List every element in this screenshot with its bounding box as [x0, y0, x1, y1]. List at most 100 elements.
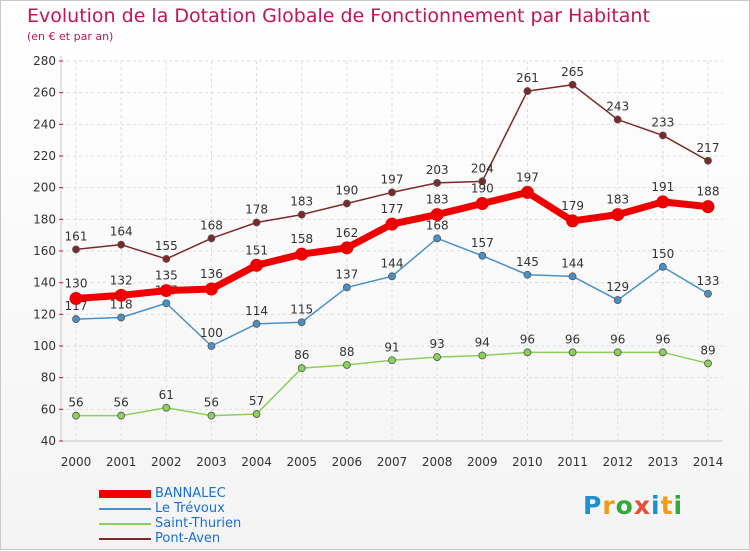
- y-tick-label-120: 120: [33, 307, 56, 321]
- point-saint-thurien-2005: [297, 364, 306, 373]
- x-tick-label-2009: 2009: [467, 455, 498, 469]
- point-pont-aven-2004: [252, 218, 261, 227]
- legend-label-bannalec: BANNALEC: [155, 486, 226, 501]
- data-label-bannalec-2013: 191: [651, 180, 674, 194]
- point-saint-thurien-2013: [658, 348, 667, 357]
- data-label-le-trevoux-2013: 150: [651, 247, 674, 261]
- data-label-pont-aven-2001: 164: [110, 225, 133, 239]
- data-label-pont-aven-2013: 233: [651, 115, 674, 129]
- x-tick-label-2004: 2004: [241, 455, 272, 469]
- point-pont-aven-2009: [478, 177, 487, 186]
- x-tick-label-2001: 2001: [106, 455, 137, 469]
- point-bannalec-2013: [656, 195, 670, 209]
- data-label-bannalec-2008: 183: [426, 193, 449, 207]
- y-tick-label-180: 180: [33, 212, 56, 226]
- point-le-trevoux-2011: [568, 272, 577, 281]
- y-tick-label-80: 80: [41, 371, 56, 385]
- point-bannalec-2011: [566, 214, 580, 228]
- data-label-pont-aven-2005: 183: [290, 195, 313, 209]
- data-label-le-trevoux-2010: 145: [516, 255, 539, 269]
- x-tick-label-2010: 2010: [512, 455, 543, 469]
- point-bannalec-2000: [69, 292, 83, 305]
- legend-swatch-pont-aven: [99, 538, 151, 540]
- legend-label-pont-aven: Pont-Aven: [155, 531, 221, 546]
- data-label-le-trevoux-2001: 118: [110, 298, 133, 312]
- data-label-bannalec-2001: 132: [110, 273, 133, 287]
- x-tick-label-2012: 2012: [602, 455, 633, 469]
- point-bannalec-2005: [295, 247, 309, 261]
- point-bannalec-2001: [114, 288, 128, 302]
- data-label-pont-aven-2009: 204: [471, 161, 494, 175]
- point-pont-aven-2012: [613, 115, 622, 124]
- data-label-le-trevoux-2004: 114: [245, 304, 268, 318]
- point-saint-thurien-2014: [704, 359, 712, 368]
- point-le-trevoux-2005: [297, 318, 306, 327]
- point-bannalec-2009: [475, 197, 489, 210]
- data-label-pont-aven-2010: 261: [516, 71, 539, 85]
- data-label-pont-aven-2000: 161: [65, 229, 88, 243]
- data-label-saint-thurien-2014: 89: [700, 343, 715, 357]
- point-le-trevoux-2007: [388, 272, 396, 281]
- y-tick-label-160: 160: [33, 244, 56, 258]
- point-le-trevoux-2001: [117, 313, 126, 322]
- point-le-trevoux-2002: [162, 299, 171, 308]
- point-pont-aven-2010: [523, 87, 532, 95]
- point-pont-aven-2001: [117, 240, 126, 249]
- data-label-le-trevoux-2009: 157: [471, 236, 494, 250]
- data-label-saint-thurien-2010: 96: [520, 332, 535, 346]
- legend-label-saint-thurien: Saint-Thurien: [155, 516, 242, 531]
- data-label-bannalec-2014: 188: [697, 185, 720, 199]
- y-tick-label-200: 200: [33, 181, 56, 195]
- point-le-trevoux-2014: [704, 289, 712, 298]
- data-label-pont-aven-2007: 197: [381, 172, 404, 186]
- x-tick-label-2007: 2007: [377, 455, 408, 469]
- chart-title: Evolution de la Dotation Globale de Fonc…: [27, 5, 650, 27]
- data-label-pont-aven-2003: 168: [200, 218, 223, 232]
- y-tick-label-40: 40: [41, 434, 56, 448]
- data-label-bannalec-2003: 136: [200, 267, 223, 281]
- data-label-pont-aven-2014: 217: [697, 141, 720, 155]
- data-label-pont-aven-2008: 203: [426, 163, 449, 177]
- point-saint-thurien-2009: [478, 351, 487, 360]
- data-label-saint-thurien-2002: 61: [159, 388, 174, 402]
- data-label-bannalec-2000: 130: [65, 277, 88, 291]
- point-le-trevoux-2004: [252, 319, 261, 328]
- data-label-saint-thurien-2008: 93: [430, 337, 445, 351]
- legend-label-le-trevoux: Le Trévoux: [155, 501, 225, 516]
- data-label-le-trevoux-2003: 100: [200, 326, 223, 340]
- point-pont-aven-2007: [388, 188, 396, 197]
- point-pont-aven-2006: [342, 199, 351, 208]
- point-saint-thurien-2008: [433, 353, 442, 361]
- data-label-le-trevoux-2005: 115: [290, 302, 313, 316]
- x-tick-label-2005: 2005: [286, 455, 317, 469]
- data-label-le-trevoux-2000: 117: [65, 299, 88, 313]
- point-saint-thurien-2000: [72, 411, 80, 420]
- x-tick-label-2013: 2013: [648, 455, 679, 469]
- data-label-bannalec-2004: 151: [245, 243, 268, 257]
- point-pont-aven-2014: [704, 156, 712, 165]
- data-label-le-trevoux-2011: 144: [561, 256, 584, 270]
- data-label-bannalec-2007: 177: [381, 202, 404, 216]
- point-saint-thurien-2003: [207, 411, 216, 420]
- y-tick-label-280: 280: [33, 54, 56, 68]
- data-label-saint-thurien-2007: 91: [384, 340, 399, 354]
- point-bannalec-2006: [340, 241, 354, 255]
- point-bannalec-2003: [204, 282, 218, 296]
- data-label-saint-thurien-2005: 86: [294, 348, 309, 362]
- point-pont-aven-2000: [72, 245, 80, 254]
- point-le-trevoux-2000: [72, 315, 80, 323]
- data-label-saint-thurien-2001: 56: [114, 396, 129, 410]
- data-label-pont-aven-2006: 190: [335, 184, 358, 198]
- data-label-saint-thurien-2006: 88: [339, 345, 354, 359]
- y-tick-label-140: 140: [33, 276, 56, 290]
- y-tick-label-260: 260: [33, 86, 56, 100]
- proxiti-logo: Proxiti: [583, 491, 684, 520]
- data-label-bannalec-2005: 158: [290, 232, 313, 246]
- point-bannalec-2007: [385, 217, 399, 231]
- point-saint-thurien-2012: [613, 348, 622, 357]
- point-le-trevoux-2006: [342, 283, 351, 292]
- point-saint-thurien-2004: [252, 410, 261, 418]
- x-tick-label-2000: 2000: [61, 455, 92, 469]
- data-label-pont-aven-2002: 155: [155, 239, 178, 253]
